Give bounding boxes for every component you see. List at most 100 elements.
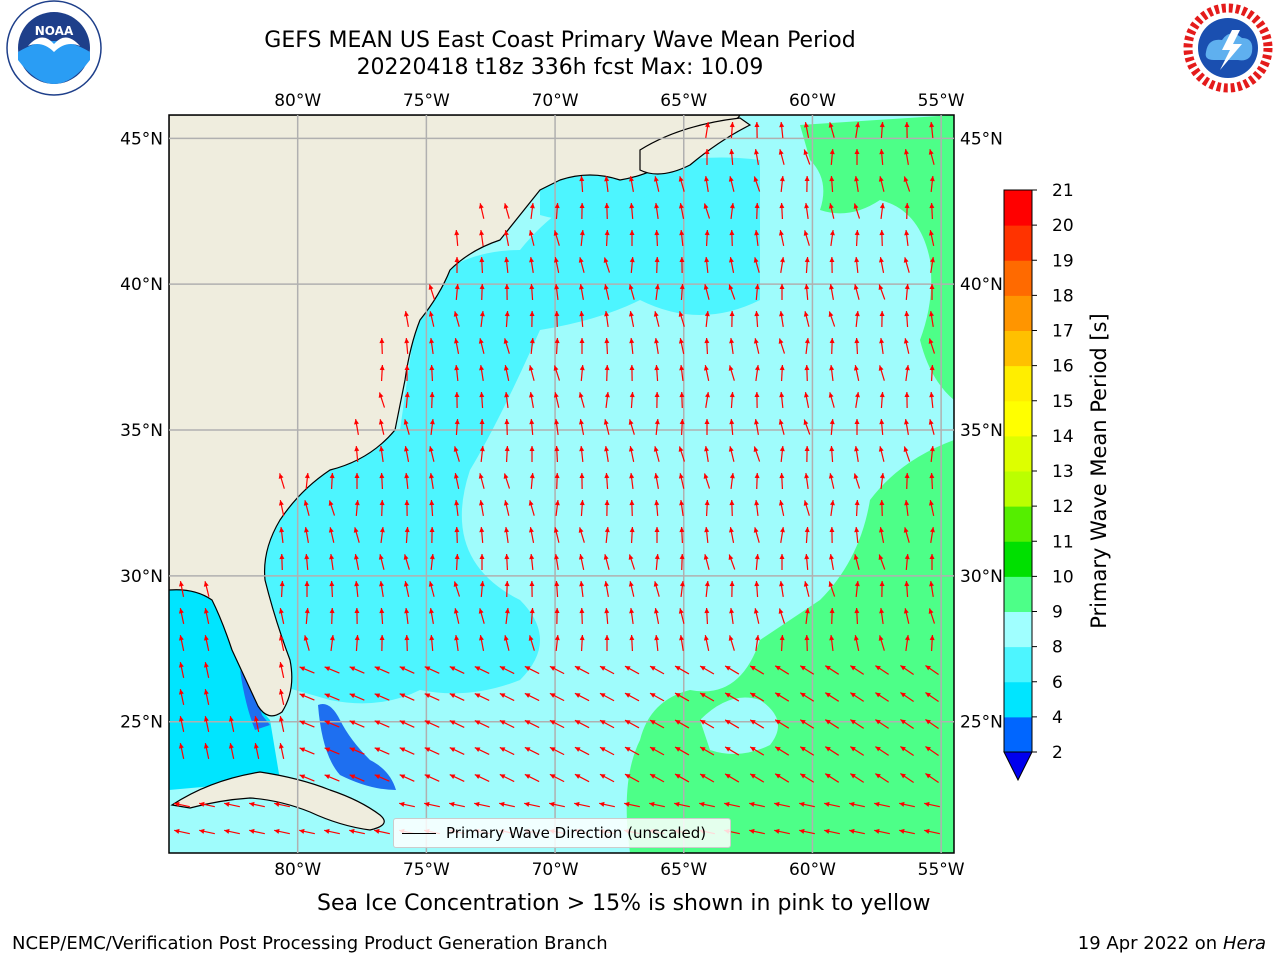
- wave-direction-arrow: [703, 473, 711, 489]
- wave-direction-arrow: [178, 635, 185, 651]
- wave-direction-arrow: [578, 392, 585, 408]
- wave-direction-arrow: [299, 693, 315, 701]
- wave-direction-arrow: [674, 692, 690, 702]
- wave-direction-arrow: [553, 230, 560, 246]
- wave-direction-arrow: [674, 665, 690, 675]
- wave-direction-arrow: [754, 283, 760, 301]
- wave-direction-arrow: [875, 746, 889, 756]
- wave-direction-arrow: [753, 608, 760, 624]
- wave-direction-arrow: [329, 634, 335, 652]
- wave-direction-arrow: [428, 311, 435, 327]
- wave-direction-arrow: [728, 446, 735, 462]
- wave-direction-arrow: [704, 337, 710, 355]
- wave-direction-arrow: [574, 665, 590, 675]
- wave-direction-arrow: [674, 773, 690, 783]
- wave-direction-arrow: [374, 666, 390, 674]
- wave-direction-arrow: [478, 608, 485, 624]
- wave-direction-arrow: [599, 746, 615, 756]
- wave-direction-arrow: [804, 364, 810, 382]
- wave-direction-arrow: [904, 283, 910, 301]
- wave-direction-arrow: [703, 365, 710, 381]
- wave-direction-arrow: [855, 122, 860, 138]
- wave-direction-arrow: [929, 391, 935, 409]
- wave-direction-arrow: [424, 801, 440, 808]
- wave-direction-arrow: [624, 719, 640, 729]
- wave-direction-arrow: [704, 229, 710, 247]
- wave-direction-arrow: [900, 773, 914, 783]
- wave-direction-arrow: [799, 692, 815, 702]
- wave-direction-arrow: [524, 665, 540, 675]
- wave-direction-arrow: [324, 720, 340, 728]
- wave-direction-arrow: [178, 689, 185, 705]
- wave-direction-arrow: [704, 526, 710, 544]
- wave-direction-arrow: [774, 719, 790, 729]
- wave-direction-arrow: [853, 203, 861, 219]
- wave-direction-arrow: [903, 446, 911, 462]
- wave-direction-arrow: [278, 689, 285, 705]
- wave-direction-arrow: [324, 828, 340, 835]
- wave-direction-arrow: [654, 634, 660, 652]
- wave-direction-arrow: [203, 608, 210, 624]
- wave-direction-arrow: [875, 773, 889, 783]
- wave-direction-arrow: [904, 419, 909, 435]
- wave-direction-arrow: [604, 635, 610, 651]
- wave-direction-arrow: [654, 229, 660, 247]
- wave-direction-arrow: [678, 338, 685, 354]
- wave-direction-arrow: [929, 311, 934, 327]
- wave-direction-arrow: [904, 364, 910, 382]
- wave-direction-arrow: [554, 499, 560, 517]
- wave-direction-arrow: [174, 801, 190, 808]
- wave-direction-arrow: [654, 499, 660, 517]
- wave-direction-arrow: [579, 607, 585, 625]
- colorbar-segment: [1004, 260, 1032, 296]
- wave-direction-arrow: [524, 746, 540, 756]
- colorbar-extend-arrow: [1003, 751, 1033, 782]
- wave-direction-arrow: [529, 310, 535, 328]
- sea-ice-note: Sea Ice Concentration > 15% is shown in …: [317, 891, 931, 916]
- wave-direction-arrow: [828, 311, 836, 327]
- wave-direction-arrow: [228, 716, 235, 732]
- wave-direction-arrow: [549, 692, 565, 702]
- wave-direction-arrow: [529, 257, 534, 273]
- wave-direction-arrow: [554, 580, 560, 598]
- wave-direction-arrow: [729, 472, 735, 490]
- wave-direction-arrow: [828, 392, 835, 408]
- wave-direction-arrow: [779, 634, 785, 652]
- wave-direction-arrow: [453, 473, 460, 489]
- wave-direction-arrow: [178, 581, 185, 597]
- wave-direction-arrow: [349, 828, 365, 835]
- wave-direction-arrow: [304, 581, 310, 597]
- colorbar-segment: [1004, 400, 1032, 437]
- wave-direction-arrow: [829, 175, 835, 193]
- wave-direction-arrow: [429, 473, 434, 489]
- colorbar-tick-label: 11: [1052, 532, 1074, 552]
- wave-direction-arrow: [829, 526, 835, 544]
- wave-direction-arrow: [749, 692, 765, 702]
- wave-direction-arrow: [574, 773, 590, 783]
- wave-direction-arrow: [399, 666, 415, 674]
- wave-direction-arrow: [654, 418, 660, 436]
- wave-direction-arrow: [329, 472, 335, 490]
- wave-direction-arrow: [925, 745, 939, 757]
- wave-direction-arrow: [603, 554, 610, 570]
- wave-direction-arrow: [249, 828, 265, 835]
- wave-direction-arrow: [829, 499, 835, 517]
- wave-direction-arrow: [728, 176, 735, 192]
- wave-direction-arrow: [875, 692, 889, 702]
- wave-direction-arrow: [879, 607, 885, 625]
- wave-direction-arrow: [199, 828, 215, 835]
- lon-label-bottom: 75°W: [403, 860, 450, 880]
- wave-direction-arrow: [224, 801, 240, 808]
- colorbar-tick-label: 18: [1052, 286, 1074, 306]
- lat-label-left: 30°N: [120, 567, 163, 587]
- wave-direction-arrow: [699, 692, 715, 702]
- lon-label-top: 80°W: [274, 91, 321, 111]
- wave-direction-arrow: [878, 635, 885, 651]
- wave-direction-arrow: [878, 527, 885, 543]
- wave-direction-arrow: [728, 365, 735, 381]
- wave-direction-arrow: [424, 666, 440, 674]
- period-zone-light-patch: [700, 697, 778, 754]
- wave-direction-arrow: [754, 149, 759, 165]
- wave-direction-arrow: [904, 149, 909, 165]
- wave-direction-arrow: [854, 607, 860, 625]
